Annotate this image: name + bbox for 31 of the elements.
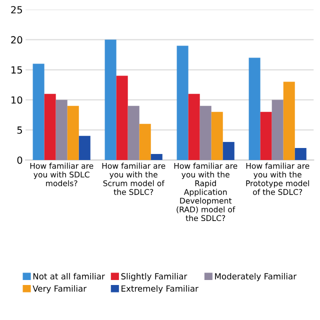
y-tick-label: 10 xyxy=(12,96,22,104)
legend-label: Very Familiar xyxy=(32,285,87,294)
bar xyxy=(32,64,44,160)
bar xyxy=(44,94,56,160)
bar xyxy=(283,82,295,160)
bar xyxy=(248,58,260,160)
legend-label: Moderately Familiar xyxy=(215,273,297,282)
bar xyxy=(150,154,162,160)
bar xyxy=(128,106,140,160)
bar xyxy=(139,124,151,160)
bar xyxy=(260,112,272,160)
bar xyxy=(67,106,79,160)
legend-label: Extremely Familiar xyxy=(122,285,198,294)
bar xyxy=(116,76,128,160)
y-tick-label: 20 xyxy=(11,36,22,44)
bar xyxy=(56,100,68,160)
bar xyxy=(78,136,90,160)
legend-label: Slightly Familiar xyxy=(121,273,188,282)
bar xyxy=(222,142,234,160)
y-tick-label: 15 xyxy=(12,66,22,74)
bar xyxy=(200,106,212,160)
y-tick-label: 5 xyxy=(17,126,22,134)
bar xyxy=(294,148,306,160)
bar xyxy=(176,46,188,160)
bar xyxy=(272,100,284,160)
bar xyxy=(211,112,223,160)
bar xyxy=(104,40,116,160)
y-tick-label: 0 xyxy=(17,156,22,164)
legend-label: Not at all familiar xyxy=(33,273,105,280)
bar xyxy=(188,94,200,160)
y-tick-label: 25 xyxy=(11,6,22,14)
